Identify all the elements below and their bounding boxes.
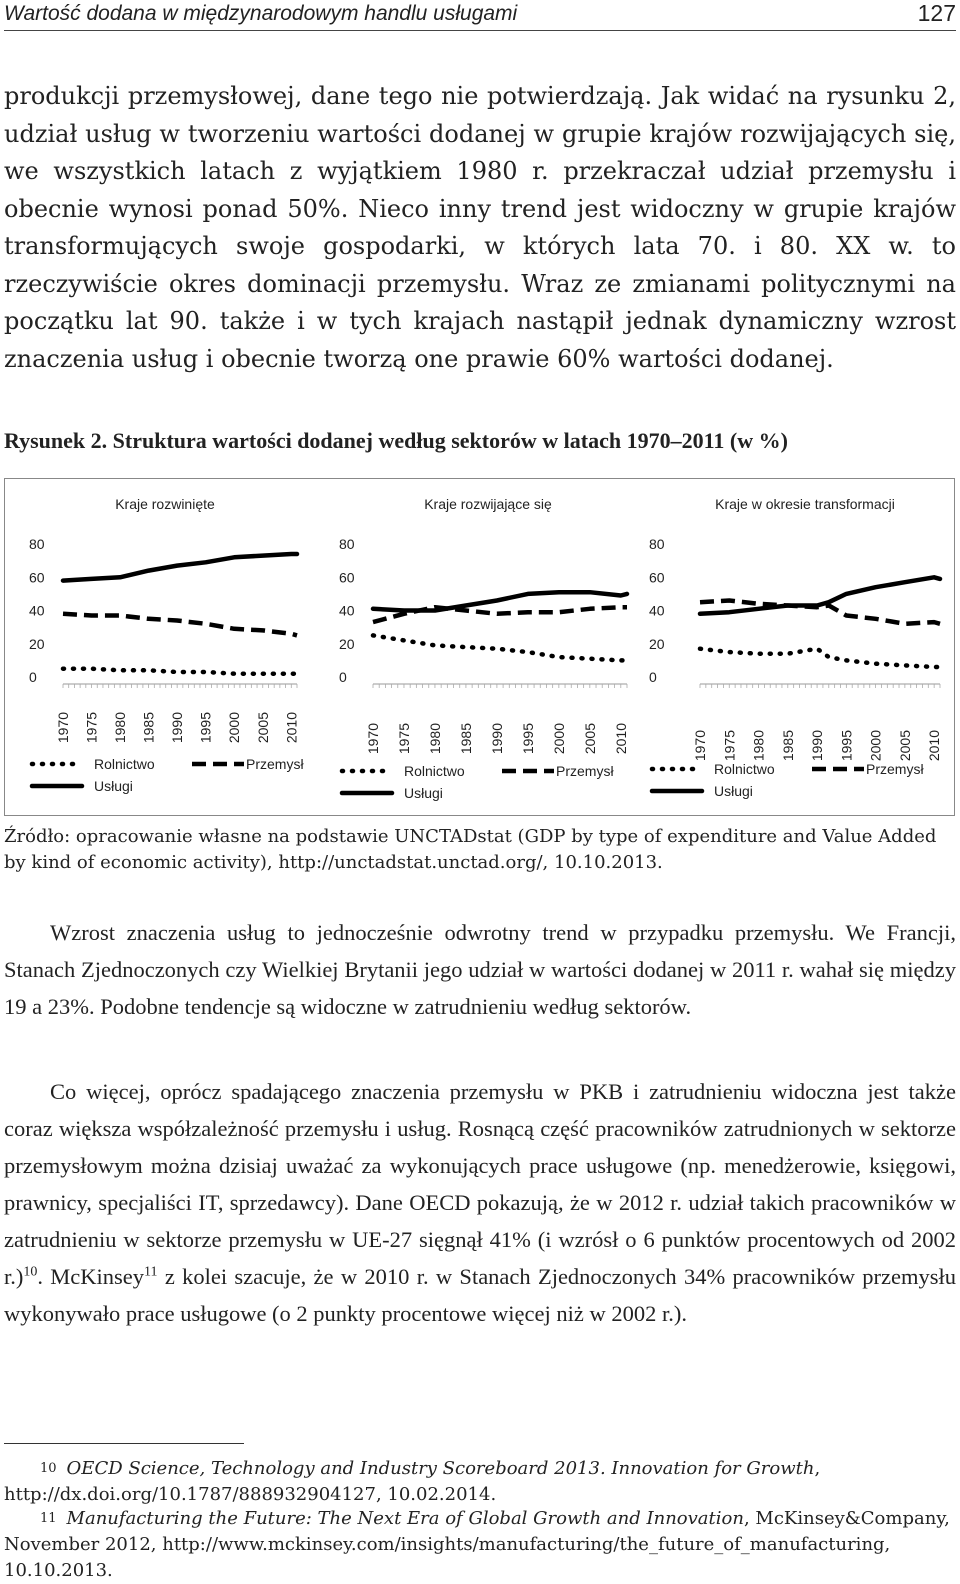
series-line-usługi	[370, 589, 630, 613]
y-tick-label: 40	[649, 603, 665, 619]
y-tick-label: 20	[29, 636, 45, 652]
x-tick-label: 1970	[692, 730, 708, 761]
x-tick-label: 1995	[198, 712, 214, 743]
x-tick-label: 2000	[226, 712, 242, 743]
chart-title: Kraje w okresie transformacji	[715, 496, 895, 512]
series-line-rolnictwo	[697, 646, 943, 670]
footnote-title: OECD Science, Technology and Industry Sc…	[66, 1458, 815, 1479]
y-tick-label: 20	[339, 636, 355, 652]
paragraph-3-part-c: z kolei szacuje, że w 2010 r. w Stanach …	[4, 1264, 956, 1326]
x-tick-label: 2010	[613, 723, 629, 754]
figure-box: Kraje rozwinięte 0 20 40 60 80 1970 1975 1980 198…	[4, 478, 955, 816]
y-tick-label: 40	[339, 603, 355, 619]
series-line-przemysł	[699, 598, 941, 627]
x-tick-label: 1990	[169, 712, 185, 743]
chart-legend: Rolnictwo Przemysł Usługi	[29, 756, 304, 794]
x-tick-label: 1990	[489, 723, 505, 754]
y-tick-label: 80	[339, 536, 355, 552]
y-tick-label: 0	[339, 669, 347, 685]
footnote-ref-11[interactable]: 11	[144, 1264, 158, 1280]
body-paragraph-3: Co więcej, oprócz spadającego znaczenia …	[4, 1073, 956, 1332]
footnote-ref-10[interactable]: 10	[23, 1264, 38, 1280]
figure-source: Źródło: opracowanie własne na podstawie …	[4, 826, 937, 873]
x-tick-label: 2005	[255, 712, 271, 743]
running-header: Wartość dodana w międzynarodowym handlu …	[4, 0, 956, 31]
x-tick-label: 2000	[551, 723, 567, 754]
x-tick-label: 1980	[427, 723, 443, 754]
y-tick-label: 60	[339, 569, 355, 585]
figure-title: Struktura wartości dodanej według sektor…	[112, 428, 788, 453]
y-tick-label: 80	[649, 536, 665, 552]
x-tick-label: 1970	[55, 712, 71, 743]
footnote-number: 10	[40, 1461, 57, 1476]
figure-caption: Rysunek 2. Struktura wartości dodanej we…	[4, 428, 788, 454]
y-tick-label: 60	[649, 569, 665, 585]
series-line-usługi	[697, 575, 943, 617]
footnote-details: , http://dx.doi.org/10.1787/888932904127…	[4, 1458, 821, 1505]
x-tick-label: 1970	[365, 723, 381, 754]
footnote-divider	[4, 1443, 244, 1444]
footnote-11: 11 Manufacturing the Future: The Next Era…	[4, 1506, 956, 1584]
x-tick-label: 2005	[897, 730, 913, 761]
legend-label-uslugi: Usługi	[94, 778, 133, 794]
legend-label-rolnictwo: Rolnictwo	[404, 763, 465, 779]
x-tick-label: 2000	[868, 730, 884, 761]
legend-label-przemysl: Przemysł	[556, 763, 614, 779]
x-tick-label: 1985	[141, 712, 157, 743]
series-line-przemysł	[62, 611, 298, 638]
paragraph-3-part-b: . McKinsey	[37, 1264, 145, 1289]
x-tick-label: 1980	[751, 730, 767, 761]
x-tick-label: 2005	[582, 723, 598, 754]
legend-label-przemysl: Przemysł	[246, 756, 304, 772]
series-line-rolnictwo	[370, 633, 630, 663]
series-line-rolnictwo	[60, 666, 300, 676]
footnote-10: 10 OECD Science, Technology and Industry …	[4, 1456, 956, 1508]
y-tick-label: 60	[29, 569, 45, 585]
running-title: Wartość dodana w międzynarodowym handlu …	[4, 2, 518, 25]
x-tick-label: 1975	[84, 712, 100, 743]
chart-legend: Rolnictwo Przemysł Usługi	[339, 763, 614, 801]
chart-panel-2: Kraje rozwijające się 0 20 40 60 80 1970 1975 19…	[339, 496, 630, 801]
body-paragraph-2: Wzrost znaczenia usług to jednocześnie o…	[4, 920, 956, 1019]
y-tick-label: 0	[29, 669, 37, 685]
legend-label-rolnictwo: Rolnictwo	[94, 756, 155, 772]
paragraph-3-part-a: Co więcej, oprócz spadającego znaczenia …	[4, 1079, 956, 1289]
x-tick-label: 1975	[396, 723, 412, 754]
legend-label-rolnictwo: Rolnictwo	[714, 761, 775, 777]
x-tick-label: 1975	[721, 730, 737, 761]
x-tick-label: 2010	[926, 730, 942, 761]
y-tick-label: 20	[649, 636, 665, 652]
y-tick-label: 80	[29, 536, 45, 552]
y-tick-label: 40	[29, 603, 45, 619]
x-tick-label: 2010	[283, 712, 299, 743]
body-paragraph-1: produkcji przemysłowej, dane tego nie po…	[4, 82, 956, 373]
x-tick-label: 1990	[809, 730, 825, 761]
figure-charts: Kraje rozwinięte 0 20 40 60 80 1970 1975 1980 198…	[29, 496, 943, 801]
legend-label-uslugi: Usługi	[404, 785, 443, 801]
x-tick-label: 1985	[780, 730, 796, 761]
chart-title: Kraje rozwijające się	[424, 496, 552, 512]
chart-legend: Rolnictwo Przemysł Usługi	[649, 761, 924, 799]
x-tick-label: 1995	[520, 723, 536, 754]
chart-panel-1: Kraje rozwinięte 0 20 40 60 80 1970 1975 1980 198…	[29, 496, 304, 794]
series-line-usługi	[60, 551, 300, 583]
chart-title: Kraje rozwinięte	[115, 496, 215, 512]
chart-panel-3: Kraje w okresie transformacji 0 20 40 60 80 19…	[649, 496, 943, 799]
footnote-number: 11	[40, 1511, 57, 1526]
figure-label: Rysunek 2.	[4, 428, 108, 453]
legend-label-przemysl: Przemysł	[866, 761, 924, 777]
footnote-title: Manufacturing the Future: The Next Era o…	[66, 1508, 744, 1529]
x-tick-label: 1985	[458, 723, 474, 754]
x-tick-label: 1980	[112, 712, 128, 743]
x-tick-label: 1995	[838, 730, 854, 761]
legend-label-uslugi: Usługi	[714, 783, 753, 799]
page-number: 127	[917, 0, 956, 26]
y-tick-label: 0	[649, 669, 657, 685]
